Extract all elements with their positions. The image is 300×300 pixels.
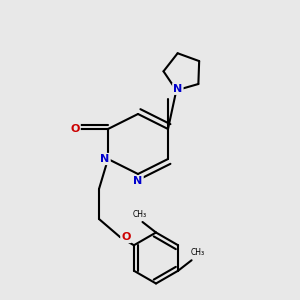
Text: CH₃: CH₃ (132, 210, 147, 219)
Text: CH₃: CH₃ (190, 248, 205, 257)
Text: N: N (173, 84, 182, 94)
Text: N: N (100, 154, 109, 164)
Text: O: O (70, 124, 80, 134)
Text: O: O (121, 232, 131, 242)
Text: N: N (134, 176, 142, 187)
